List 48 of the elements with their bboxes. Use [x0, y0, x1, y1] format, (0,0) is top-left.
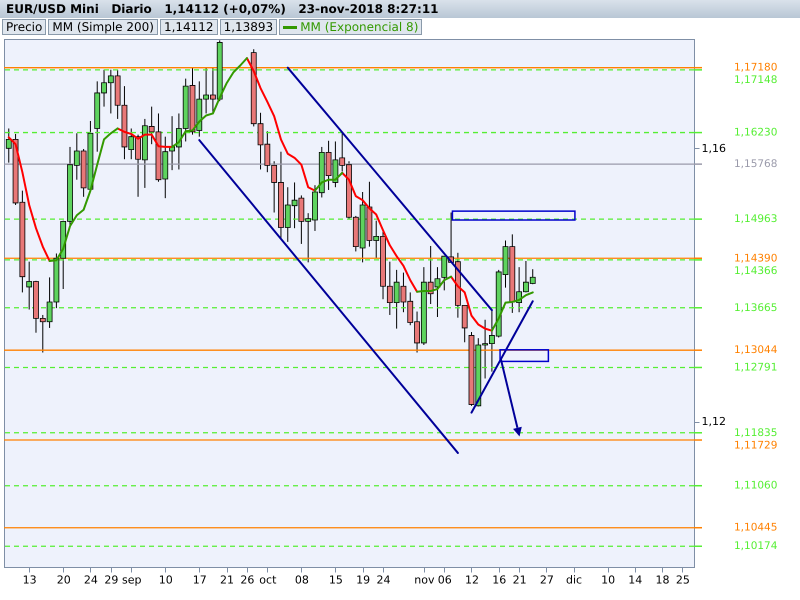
text: MM (Simple 200) [48, 18, 158, 34]
x-tick-label: oct [259, 574, 278, 586]
x-tick-label: 21 [512, 574, 527, 586]
ref-line-label: 1,14963 [734, 213, 778, 226]
x-tick-label: 27 [540, 574, 554, 586]
ref-line-label: 1,12791 [734, 361, 778, 374]
text: Precio [2, 18, 46, 34]
ref-line-label: 1,15768 [734, 158, 778, 170]
x-tick-label: 29 [104, 574, 118, 586]
x-tick-label: 13 [22, 574, 37, 586]
legend-label: MM (Exponencial 8) [279, 18, 422, 34]
text: 1,14112 [160, 18, 218, 34]
x-tick-label: 08 [294, 574, 309, 586]
x-tick-label: 17 [192, 574, 207, 586]
x-tick-label: dic [566, 574, 582, 586]
x-tick-label: sep [122, 574, 142, 586]
x-tick-label: 14 [628, 574, 642, 586]
x-tick-label: 21 [220, 574, 234, 586]
x-tick-label: 10 [601, 574, 616, 586]
x-tick-label: 16 [492, 574, 506, 586]
x-tick-label: 18 [656, 574, 670, 586]
x-tick-label: 15 [328, 574, 343, 586]
ref-line-label: 1,13665 [734, 302, 778, 314]
x-tick-label: 26 [240, 574, 254, 586]
ref-line-label: 1,11835 [734, 426, 778, 439]
x-tick-label: 24 [84, 574, 98, 586]
x-tick-label: 06 [438, 574, 452, 586]
ref-line-label: 1,17148 [734, 74, 778, 86]
chart-title: EUR/USD Mini Diario 1,14112 (+0,07%) 23-nov-2018 8:27:11 [6, 2, 439, 16]
ref-line-label: 1,16230 [734, 126, 778, 139]
y-tick-label: 1,16 [702, 142, 726, 155]
ref-line-label: 1,14390 [734, 252, 778, 264]
ref-line-label: 1,10445 [734, 522, 778, 534]
ref-line-label: 1,13044 [734, 344, 778, 356]
x-tick-label: 25 [676, 574, 690, 586]
ref-line-label: 1,11060 [734, 480, 778, 492]
x-tick-label: 10 [158, 574, 173, 586]
x-tick-label: 20 [56, 574, 71, 586]
x-tick-label: 12 [464, 574, 479, 586]
text: 1,13893 [220, 18, 278, 34]
ref-line-label: 1,17180 [734, 62, 778, 74]
ref-line-label: 1,11729 [734, 439, 778, 452]
x-tick-label: 19 [356, 574, 370, 586]
ref-line-label: 1,14366 [734, 264, 778, 277]
ref-line-label: 1,10174 [734, 540, 778, 552]
x-tick-label: 24 [376, 574, 391, 586]
y-tick-label: 1,12 [702, 415, 726, 428]
x-tick-label: nov [414, 574, 435, 586]
